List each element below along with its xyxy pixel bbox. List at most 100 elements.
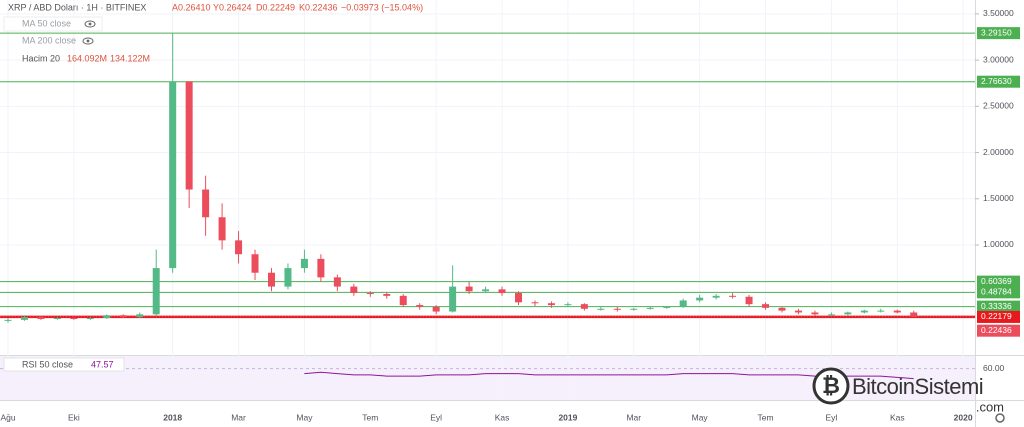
- candle-body: [399, 295, 407, 306]
- x-tick-label: Eyl: [430, 412, 442, 422]
- rsi-legend: RSI 50 close: [22, 359, 73, 369]
- candle-body: [794, 310, 802, 313]
- x-tick-label: Tem: [362, 412, 378, 422]
- axes: Ağu Eki 2018 Mar May Tem Eyl Kas 2019 Mar May Tem Ey…: [0, 8, 1020, 422]
- candle-body: [267, 272, 275, 287]
- watermark-icon-glyph: ₿: [822, 373, 840, 398]
- ma200-legend: MA 200 close: [22, 35, 76, 45]
- candle-body: [679, 300, 687, 307]
- level-label-bg: [977, 300, 1020, 313]
- legend-row[interactable]: [3, 16, 103, 32]
- candle-body: [86, 318, 94, 320]
- rsi-last: 47.57: [91, 359, 114, 369]
- candle-body: [844, 312, 852, 315]
- symbol-title: XRP / ABD Doları · 1H · BITFINEX: [8, 2, 146, 12]
- candle-body: [350, 286, 358, 294]
- levels: [0, 32, 975, 319]
- candle-body: [712, 295, 720, 298]
- volume-value: 164.092M: [67, 53, 107, 63]
- x-tick-label: May: [296, 412, 313, 422]
- candle-body: [498, 289, 506, 294]
- level-label: 3.29150: [981, 27, 1012, 37]
- candle-body: [333, 277, 341, 287]
- rsi: [0, 368, 975, 380]
- rsi-line: [304, 371, 914, 380]
- candle-body: [778, 307, 786, 311]
- watermark-suffix: .com: [976, 399, 1004, 414]
- candle-body: [218, 217, 226, 241]
- candle-body: [515, 293, 523, 303]
- candle-body: [745, 296, 753, 305]
- x-tick-label: May: [692, 412, 709, 422]
- candle-body: [152, 268, 160, 315]
- candle-body: [877, 310, 885, 312]
- ohlc-high: Y0.26424: [213, 2, 252, 12]
- rsi-pane: [0, 356, 975, 400]
- watermark-icon: [812, 367, 850, 405]
- candle-body: [860, 310, 868, 313]
- y-tick-label: 3.50000: [983, 8, 1014, 18]
- candle-body: [465, 286, 473, 292]
- grid: [0, 0, 975, 400]
- candle-body: [580, 304, 588, 309]
- x-tick-label: Tem: [757, 412, 773, 422]
- candle-body: [482, 289, 490, 292]
- y-tick-label: 2.00000: [983, 147, 1014, 157]
- candle-body: [119, 315, 127, 318]
- candle-body: [547, 303, 555, 306]
- x-tick-label: 2020: [954, 412, 973, 422]
- settings-icon[interactable]: [995, 413, 1005, 423]
- y-tick-label: 1.00000: [983, 239, 1014, 249]
- candle-body: [827, 314, 835, 316]
- x-tick-label: Ağu: [0, 412, 15, 422]
- candle-body: [4, 319, 12, 321]
- x-tick-label: 2018: [163, 412, 182, 422]
- last-price-bg: [977, 324, 1020, 337]
- candle-body: [646, 307, 654, 309]
- candle-body: [185, 81, 193, 190]
- candle-body: [300, 258, 308, 269]
- level-label: 0.48784: [981, 287, 1012, 297]
- ma50-legend: MA 50 close: [22, 18, 71, 28]
- level-label: 0.22179: [981, 311, 1012, 321]
- x-tick-label: Kas: [495, 412, 510, 422]
- candle-body: [103, 315, 111, 319]
- y-tick-label: 2.50000: [983, 101, 1014, 111]
- candle-body: [630, 308, 638, 310]
- eye-icon[interactable]: [84, 20, 96, 28]
- candle-body: [366, 293, 374, 295]
- candle-body: [53, 318, 61, 320]
- candle-body: [597, 308, 605, 310]
- candle-body: [70, 318, 78, 320]
- last-price-label: 0.22436: [981, 325, 1012, 335]
- level-label-bg: [977, 310, 1020, 323]
- y-tick-label: 1.50000: [983, 193, 1014, 203]
- candle-body: [811, 312, 819, 315]
- level-label: 0.33336: [981, 301, 1012, 311]
- level-label-bg: [977, 275, 1020, 288]
- candle-body: [910, 312, 918, 317]
- x-tick-label: Eki: [68, 412, 80, 422]
- candle-body: [696, 297, 704, 301]
- candle-body: [251, 254, 259, 273]
- level-label-bg: [977, 286, 1020, 299]
- candle-body: [202, 189, 210, 218]
- x-tick-label: Kas: [890, 412, 905, 422]
- eye-icon[interactable]: [82, 37, 94, 45]
- candle-body: [432, 306, 440, 312]
- x-tick-label: Eyl: [825, 412, 837, 422]
- candles: [4, 33, 918, 323]
- watermark-name: BitcoinSistemi: [852, 374, 983, 399]
- candle-body: [169, 81, 177, 269]
- rsi-legend-box[interactable]: [3, 357, 125, 372]
- candle-body: [383, 293, 391, 296]
- level-label-bg: [977, 75, 1020, 88]
- candle-body: [235, 240, 243, 255]
- candle-body: [20, 317, 28, 320]
- candle-body: [613, 308, 621, 310]
- ohlc-low: D0.22249: [256, 2, 295, 12]
- volume-ma-value: 134.122M: [110, 53, 150, 63]
- y-tick-label: 3.00000: [983, 54, 1014, 64]
- candle-body: [663, 306, 671, 308]
